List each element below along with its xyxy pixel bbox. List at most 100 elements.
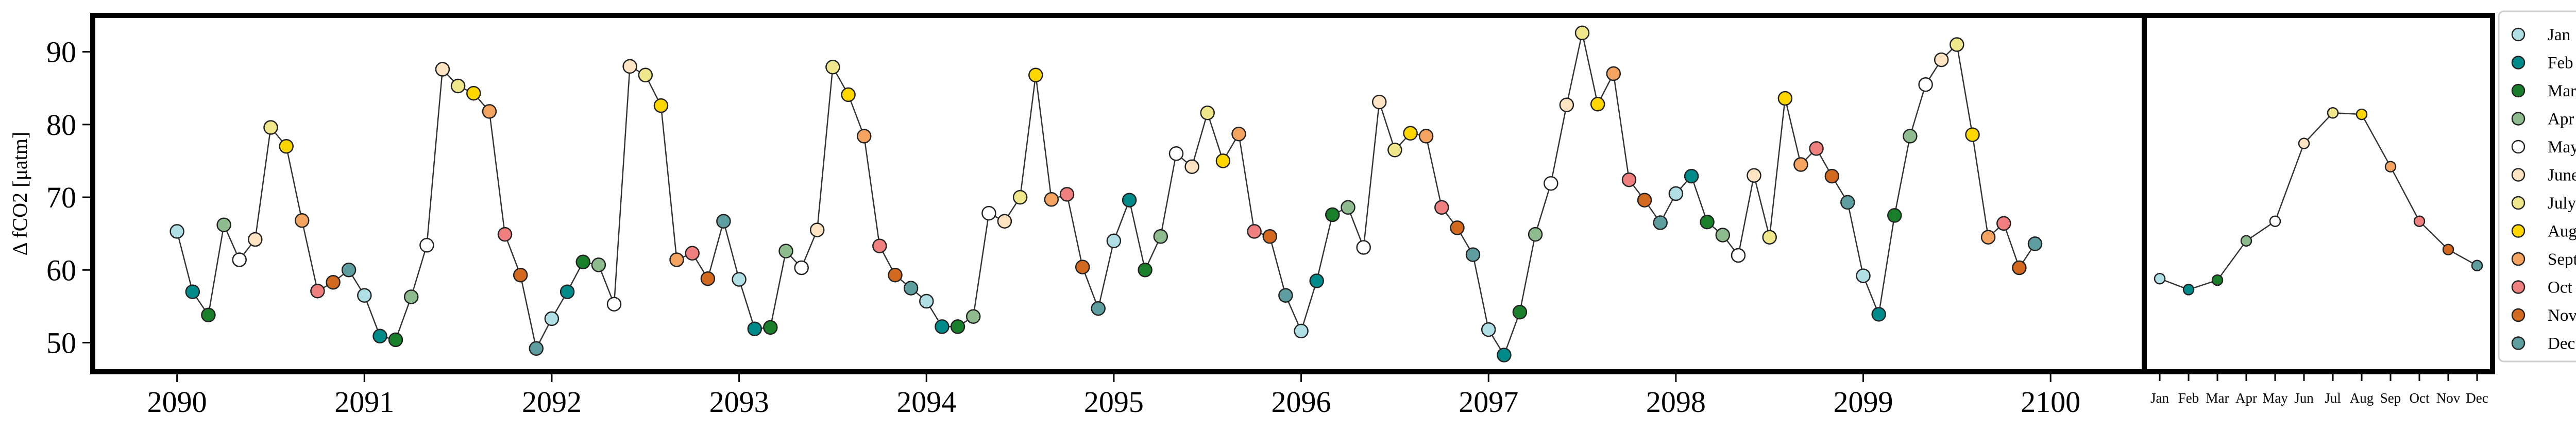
climatology-point (2413, 215, 2426, 227)
legend-marker (2511, 308, 2526, 322)
data-point (1747, 168, 1761, 183)
data-point (1138, 263, 1153, 278)
data-point (1512, 304, 1528, 320)
data-point (185, 284, 200, 299)
month-tick-label: Aug (2350, 390, 2374, 406)
data-point (1824, 168, 1840, 184)
data-point (1294, 323, 1309, 339)
data-point (1168, 146, 1184, 161)
month-tick-label: Nov (2436, 390, 2461, 406)
data-point (778, 244, 793, 258)
legend-label: June (2548, 166, 2576, 185)
y-tick-label: 70 (46, 181, 76, 214)
data-point (388, 332, 403, 348)
data-point (279, 139, 294, 154)
climatology-points (2154, 107, 2483, 296)
y-tick-label: 50 (46, 326, 76, 360)
data-point (1200, 105, 1215, 120)
climatology-point (2355, 108, 2368, 120)
data-point (232, 252, 247, 267)
climatology-point (2442, 244, 2454, 255)
data-point (1434, 200, 1449, 215)
data-point (513, 267, 528, 283)
data-point (716, 214, 731, 229)
data-point (1996, 216, 2011, 231)
legend-label: May (2548, 138, 2576, 157)
climatology-frame (2142, 13, 2495, 374)
data-point (435, 62, 450, 77)
data-point (872, 238, 887, 253)
data-point (1731, 248, 1746, 263)
climatology-point (2211, 274, 2224, 286)
data-point (1934, 52, 1949, 67)
data-point (201, 307, 216, 323)
month-tick-label: Feb (2178, 390, 2199, 406)
data-point (1387, 143, 1402, 158)
data-point (1871, 307, 1886, 322)
legend-marker (2511, 83, 2526, 98)
data-point (1325, 207, 1340, 222)
legend-label: Sept (2548, 250, 2576, 269)
data-point (1497, 348, 1512, 362)
y-tick-label: 60 (46, 253, 76, 287)
month-tick-label: Sep (2380, 390, 2401, 406)
legend-marker (2511, 27, 2526, 42)
data-point (450, 78, 466, 94)
data-point (1887, 208, 1902, 223)
data-point (326, 275, 341, 290)
x-tick-label: 2096 (1272, 385, 1331, 419)
data-point (1184, 159, 1199, 174)
data-point (372, 329, 387, 344)
climatology-point (2154, 272, 2166, 285)
legend-label: July (2548, 194, 2576, 213)
data-point (466, 85, 481, 101)
legend-marker (2511, 196, 2526, 210)
time-series-plot: 2090 2091 2092 2093 2094 2095 2096 2097 2098 2099… (8, 13, 2147, 419)
climatology-point (2240, 235, 2252, 247)
data-point (1668, 186, 1684, 201)
climatology-point (2327, 107, 2339, 119)
data-point (1621, 172, 1637, 187)
data-point (1122, 193, 1137, 208)
data-point (1091, 301, 1106, 316)
data-point (903, 281, 919, 296)
data-point (950, 319, 965, 334)
data-point (560, 284, 575, 299)
data-point (685, 246, 700, 261)
month-tick-label: Oct (2410, 390, 2430, 406)
data-point (1418, 129, 1434, 144)
data-point (825, 60, 840, 75)
data-point (1559, 97, 1574, 112)
data-point (263, 120, 278, 135)
data-point (1153, 229, 1168, 244)
x-tick-label: 2090 (147, 385, 207, 419)
x-tick-label: 2092 (522, 385, 582, 419)
data-point (1950, 37, 1964, 52)
legend-marker (2511, 252, 2526, 266)
data-point (1684, 168, 1699, 184)
data-point (529, 341, 544, 356)
data-point (794, 260, 809, 275)
data-point (606, 297, 622, 312)
y-tick-label: 80 (46, 108, 76, 142)
data-point (1965, 127, 1980, 142)
climatology-point (2182, 284, 2195, 296)
data-point (1637, 193, 1652, 208)
data-point (638, 67, 653, 83)
climatology-point (2471, 260, 2483, 272)
data-point (248, 232, 263, 247)
month-legend: Jan Feb Mar Apr May June July Aug Sept Oct Nov Dec (2498, 10, 2576, 362)
data-point (1247, 224, 1262, 239)
monthly-climatology-plot: Jan Feb Mar Apr May Jun Jul Aug Sep Oct Nov Dec (2142, 13, 2495, 406)
data-point (1215, 153, 1231, 168)
data-point (1262, 229, 1278, 244)
legend-label: Oct (2548, 279, 2572, 297)
legend-label: Apr (2548, 110, 2574, 129)
legend-marker (2511, 168, 2526, 182)
data-point (747, 321, 762, 336)
data-point (591, 257, 606, 272)
month-tick-label: Jan (2150, 390, 2169, 406)
y-axis-label: Δ fCO2 [μatm] (8, 132, 31, 255)
month-tick-label: Apr (2235, 390, 2257, 406)
data-point (1980, 230, 1996, 245)
